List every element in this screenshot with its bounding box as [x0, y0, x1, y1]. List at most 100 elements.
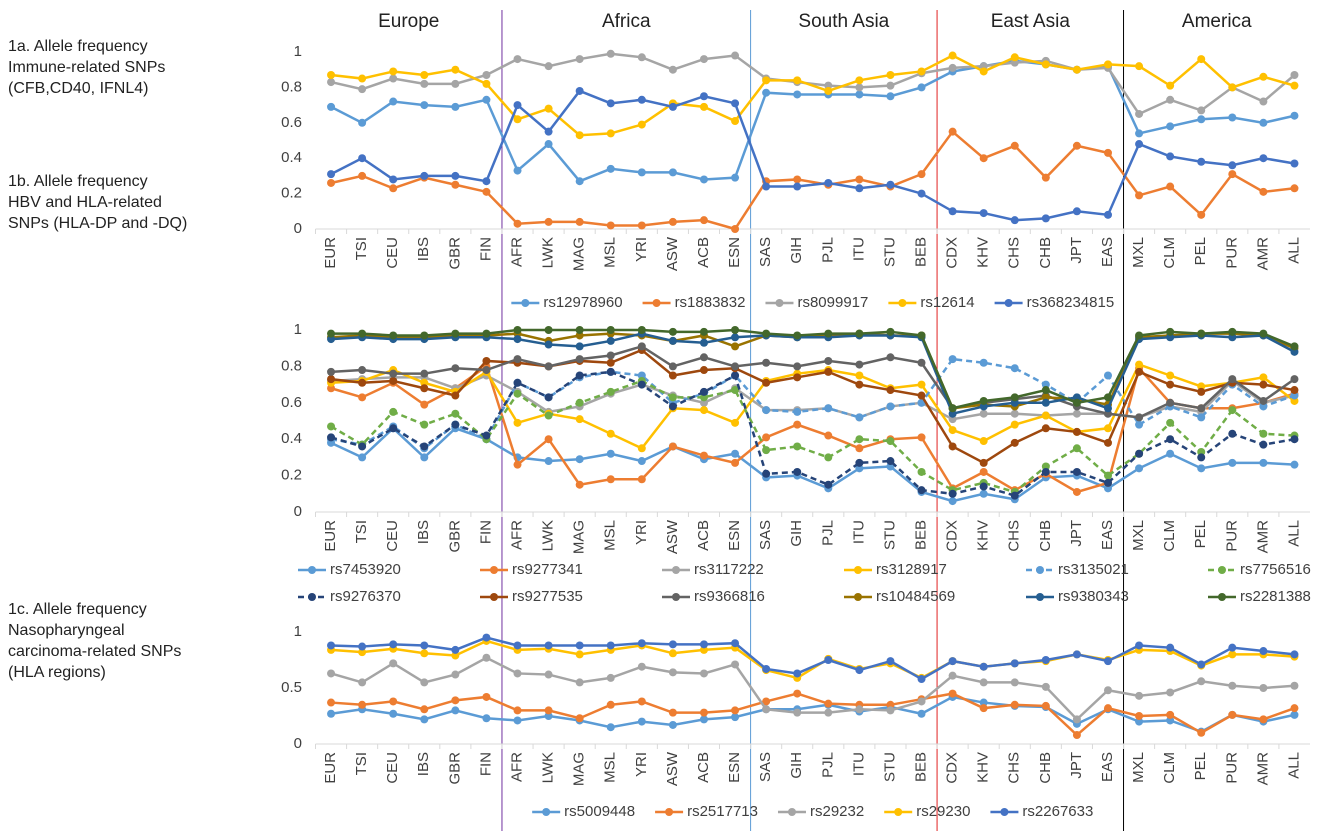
point — [1228, 458, 1237, 467]
x-tick-label: PUR — [1223, 520, 1240, 552]
y-tick-label: 0 — [294, 220, 302, 237]
point — [544, 140, 553, 149]
series — [327, 689, 1299, 740]
point — [420, 71, 429, 80]
point — [1166, 398, 1175, 407]
point — [389, 369, 398, 378]
point — [668, 393, 677, 402]
point — [1166, 380, 1175, 389]
x-tick-label: EUR — [322, 752, 339, 784]
point — [637, 717, 646, 726]
point — [886, 386, 895, 395]
series-line — [330, 52, 1296, 116]
point — [327, 698, 336, 707]
point — [948, 442, 957, 451]
point — [917, 675, 926, 684]
point — [668, 649, 677, 658]
point — [327, 178, 336, 187]
point — [420, 715, 429, 724]
point — [358, 700, 367, 709]
point — [917, 486, 926, 495]
point — [1041, 467, 1050, 476]
point — [389, 67, 398, 76]
point — [513, 641, 522, 650]
point — [637, 168, 646, 177]
point — [948, 63, 957, 72]
point — [513, 389, 522, 398]
point — [824, 699, 833, 708]
point — [1290, 386, 1299, 395]
x-tick-label: PEL — [1192, 752, 1209, 780]
point — [637, 120, 646, 129]
x-tick-label: LWK — [540, 237, 557, 268]
point — [731, 660, 740, 669]
x-tick-label: ALL — [1285, 237, 1302, 264]
point — [327, 709, 336, 718]
x-tick-label: CHB — [1037, 237, 1054, 269]
point — [731, 342, 740, 351]
point — [886, 71, 895, 80]
point — [824, 480, 833, 489]
legend-label: rs9277341 — [512, 561, 583, 578]
x-tick-label: KHV — [975, 752, 992, 783]
x-tick-label: MAG — [571, 752, 588, 786]
point — [544, 411, 553, 420]
point — [513, 101, 522, 110]
point — [668, 668, 677, 677]
point — [358, 154, 367, 163]
point — [389, 74, 398, 83]
point — [824, 178, 833, 187]
point — [1197, 115, 1206, 124]
y-tick-label: 0.4 — [281, 430, 302, 447]
point — [762, 378, 771, 387]
point — [575, 355, 584, 364]
point — [420, 678, 429, 687]
point — [606, 673, 615, 682]
x-tick-label: LWK — [540, 752, 557, 783]
x-tick-label: MSL — [602, 520, 619, 551]
y-tick-label: 1 — [294, 321, 302, 338]
x-tick-label: EAS — [1099, 752, 1116, 782]
point — [1010, 491, 1019, 500]
point — [389, 97, 398, 106]
point — [606, 723, 615, 732]
point — [762, 469, 771, 478]
legend-label: rs7453920 — [330, 561, 401, 578]
point — [1259, 154, 1268, 163]
point — [420, 400, 429, 409]
point — [855, 444, 864, 453]
point — [979, 154, 988, 163]
point — [824, 431, 833, 440]
x-tick-label: FIN — [477, 237, 494, 261]
point — [948, 51, 957, 60]
point — [886, 700, 895, 709]
x-tick-label: JPT — [1068, 520, 1085, 547]
point — [1103, 148, 1112, 157]
legend: rs12978960 rs1883832 rs8099917 rs12614 rs368… — [511, 294, 1114, 311]
legend-label: rs29230 — [916, 803, 970, 820]
point — [668, 640, 677, 649]
point — [358, 442, 367, 451]
x-tick-label: EAS — [1099, 237, 1116, 267]
legend-marker — [542, 808, 551, 816]
legend-label: rs10484569 — [876, 588, 955, 605]
point — [1228, 429, 1237, 438]
x-tick-label: SAS — [757, 520, 774, 550]
point — [1103, 424, 1112, 433]
legend-marker — [308, 566, 316, 574]
point — [575, 342, 584, 351]
legend-marker — [521, 299, 530, 307]
point — [886, 706, 895, 715]
point — [327, 367, 336, 376]
point — [731, 386, 740, 395]
point — [731, 458, 740, 467]
point — [793, 331, 802, 340]
point — [1010, 438, 1019, 447]
point — [1072, 207, 1081, 216]
point — [575, 371, 584, 380]
x-tick-label: YRI — [633, 752, 650, 777]
x-tick-label: EAS — [1099, 520, 1116, 550]
point — [1072, 467, 1081, 476]
point — [389, 697, 398, 706]
series-line — [330, 656, 1295, 722]
